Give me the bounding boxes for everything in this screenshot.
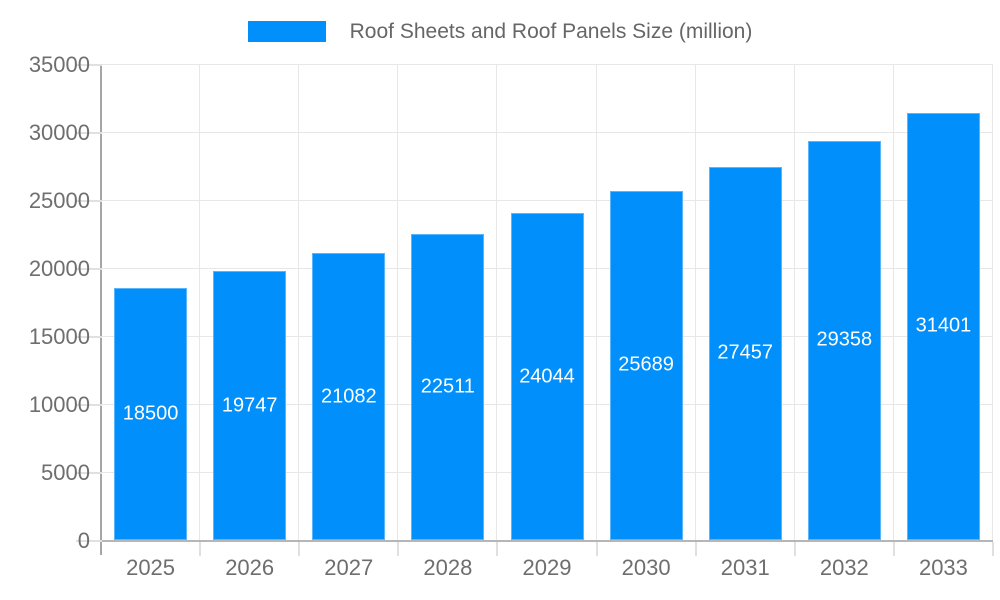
y-tick-label: 35000 — [28, 52, 90, 77]
y-axis-line — [100, 65, 102, 555]
bar-value-label: 24044 — [519, 365, 575, 387]
y-gridline — [101, 200, 993, 201]
y-axis-tick — [76, 540, 102, 542]
y-axis-tick — [76, 404, 102, 406]
x-tick-label: 2028 — [423, 555, 473, 580]
bar-2031[interactable]: 27457 — [708, 166, 782, 540]
x-axis-tick — [397, 542, 400, 556]
x-axis-tick — [992, 542, 994, 556]
y-axis-tick — [76, 132, 102, 134]
y-gridline — [101, 64, 993, 65]
x-tick-label: 2032 — [819, 555, 869, 580]
x-gridline — [397, 65, 399, 541]
y-gridline — [101, 132, 993, 133]
y-tick-label: 20000 — [28, 256, 90, 281]
y-tick-label: 10000 — [28, 392, 90, 417]
x-gridline — [199, 65, 201, 541]
bar-2028[interactable]: 22511 — [411, 233, 485, 540]
x-gridline — [496, 65, 498, 541]
x-gridline — [793, 65, 795, 541]
x-gridline — [595, 65, 597, 541]
x-gridline — [892, 65, 894, 541]
y-axis-tick — [76, 472, 102, 474]
y-axis-tick — [76, 336, 102, 338]
x-axis-tick — [793, 542, 796, 556]
bar-2033[interactable]: 31401 — [906, 112, 980, 540]
x-tick-label: 2031 — [720, 555, 770, 580]
x-gridline — [992, 65, 993, 541]
x-axis-tick — [298, 542, 301, 556]
plot-area: 18500 19747 21082 22511 24044 25689 27457 29358… — [101, 64, 993, 541]
x-tick-label: 2029 — [522, 555, 572, 580]
bar-value-label: 19747 — [221, 394, 278, 417]
y-tick-label: 15000 — [28, 324, 90, 349]
y-tick-label: 30000 — [28, 120, 90, 145]
y-tick-label: 5000 — [41, 460, 90, 485]
bar-2032[interactable]: 29358 — [807, 140, 881, 540]
bar-value-label: 18500 — [122, 402, 179, 425]
bar-2030[interactable]: 25689 — [609, 190, 683, 540]
x-axis-tick — [694, 542, 697, 556]
x-tick-label: 2033 — [918, 555, 968, 580]
x-axis-tick — [199, 542, 202, 556]
legend-label: Roof Sheets and Roof Panels Size (millio… — [349, 20, 753, 43]
x-axis-tick — [595, 542, 598, 556]
y-axis-tick — [76, 64, 102, 66]
y-tick-label: 0 — [77, 528, 90, 553]
x-tick-label: 2026 — [225, 555, 275, 580]
bar-value-label: 27457 — [717, 341, 774, 364]
bar-value-label: 31401 — [915, 314, 972, 337]
x-tick-label: 2030 — [621, 555, 671, 580]
bar-value-label: 29358 — [816, 328, 873, 351]
y-axis-tick — [76, 268, 102, 270]
x-gridline — [694, 65, 696, 541]
bar-value-label: 22511 — [420, 375, 475, 398]
x-gridline — [298, 65, 300, 541]
x-axis-tick — [496, 542, 499, 556]
x-axis-line — [101, 540, 993, 542]
bar-2026[interactable]: 19747 — [213, 271, 287, 540]
x-tick-label: 2025 — [126, 555, 176, 580]
y-tick-label: 25000 — [28, 188, 90, 213]
bar-value-label: 21082 — [320, 385, 377, 408]
y-axis-tick — [76, 200, 102, 202]
bar-2025[interactable]: 18500 — [114, 288, 188, 540]
bar-value-label: 25689 — [618, 353, 674, 376]
chart-legend[interactable]: Roof Sheets and Roof Panels Size (millio… — [0, 21, 1000, 42]
x-tick-label: 2027 — [324, 555, 374, 580]
bar-2029[interactable]: 24044 — [510, 213, 584, 540]
bar-2027[interactable]: 21082 — [312, 253, 386, 540]
legend-swatch — [247, 21, 326, 42]
x-axis-tick — [892, 542, 895, 556]
